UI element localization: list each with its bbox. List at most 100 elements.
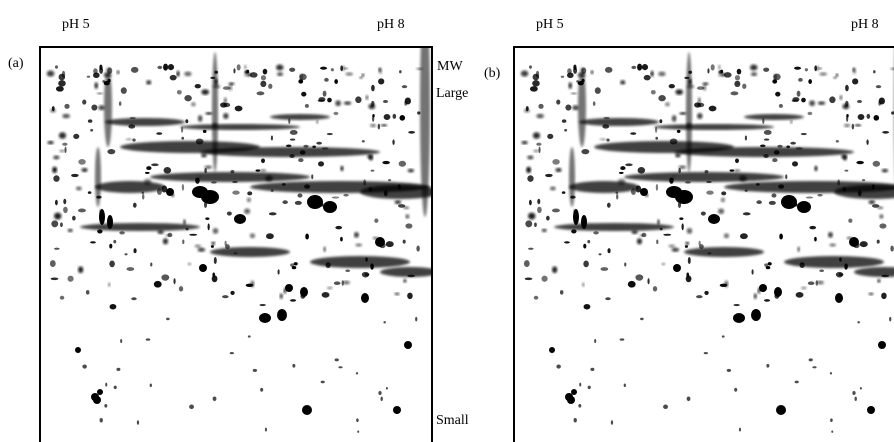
protein-spot: [370, 169, 375, 172]
protein-spot: [687, 257, 691, 265]
protein-spot: [607, 248, 611, 254]
protein-spot: [166, 317, 170, 321]
protein-spot: [361, 293, 369, 303]
protein-spot: [778, 184, 785, 189]
protein-spot: [165, 234, 172, 237]
protein-spot: [846, 114, 849, 118]
protein-spot: [343, 193, 349, 197]
protein-spot: [244, 65, 247, 69]
protein-spot: [677, 201, 682, 208]
protein-spot: [812, 366, 817, 369]
protein-spot: [704, 169, 709, 174]
protein-spot: [307, 195, 323, 209]
protein-spot: [109, 303, 117, 310]
protein-spot: [312, 145, 316, 149]
protein-spot: [405, 223, 413, 229]
protein-spot: [739, 233, 748, 240]
protein-spot: [842, 187, 847, 192]
protein-spot: [304, 184, 311, 189]
protein-spot: [397, 204, 406, 208]
protein-spot: [59, 295, 65, 300]
protein-spot: [403, 279, 407, 283]
protein-spot: [161, 185, 168, 193]
protein-spot: [90, 128, 94, 132]
protein-spot: [62, 142, 68, 146]
protein-spot: [573, 66, 578, 74]
protein-spot: [538, 146, 541, 154]
protein-spot: [189, 404, 195, 410]
protein-spot: [214, 78, 218, 85]
protein-spot: [356, 418, 359, 423]
protein-spot: [718, 208, 725, 214]
protein-spot: [128, 124, 136, 129]
protein-spot: [676, 129, 681, 134]
protein-spot: [82, 99, 87, 105]
protein-spot: [53, 155, 60, 160]
protein-spot: [729, 169, 735, 172]
protein-spot: [185, 119, 189, 124]
protein-spot: [141, 191, 145, 194]
protein-spot: [882, 131, 890, 134]
protein-spot: [125, 138, 133, 141]
protein-spot: [592, 101, 596, 106]
protein-spot: [183, 219, 186, 225]
protein-spot: [697, 97, 701, 104]
protein-spot: [699, 244, 704, 250]
protein-spot: [203, 201, 208, 208]
protein-spot: [875, 85, 882, 89]
protein-spot: [171, 193, 175, 197]
protein-spot: [46, 70, 55, 77]
protein-spot: [81, 167, 88, 172]
protein-spot: [571, 389, 577, 395]
protein-spot: [686, 227, 693, 234]
protein-spot: [593, 231, 599, 235]
protein-spot: [645, 193, 649, 197]
protein-spot: [583, 260, 589, 268]
protein-spot: [90, 241, 96, 244]
protein-spot: [801, 97, 806, 103]
protein-spot: [759, 284, 767, 292]
protein-spot: [191, 102, 196, 107]
protein-spot: [600, 267, 609, 271]
protein-spot: [572, 105, 579, 111]
protein-spot: [696, 86, 705, 90]
protein-spot: [91, 393, 99, 401]
protein-spot: [354, 231, 359, 238]
protein-spot: [233, 252, 238, 255]
protein-spot: [236, 64, 241, 71]
protein-spot: [532, 73, 540, 81]
protein-spot: [262, 68, 268, 75]
protein-spot: [799, 262, 805, 268]
protein-spot: [742, 83, 747, 89]
protein-spot: [247, 191, 253, 196]
protein-spot: [794, 66, 802, 70]
protein-spot: [178, 286, 184, 292]
protein-spot: [528, 65, 533, 69]
protein-spot: [270, 189, 274, 192]
protein-spot: [792, 161, 799, 167]
protein-spot: [561, 191, 566, 194]
protein-spot: [533, 295, 539, 300]
protein-spot: [97, 229, 103, 234]
protein-spot: [63, 198, 67, 205]
protein-spot: [394, 200, 402, 204]
protein-spot: [297, 193, 303, 198]
protein-spot: [734, 80, 741, 88]
protein-spot: [252, 368, 258, 372]
protein-spot: [536, 142, 542, 146]
protein-spot: [379, 242, 386, 249]
protein-spot: [282, 200, 288, 205]
protein-spot: [78, 266, 84, 274]
protein-spot: [762, 118, 765, 124]
protein-spot: [202, 129, 207, 134]
ph-right-label: pH 8: [851, 17, 879, 32]
protein-spot: [200, 147, 380, 157]
protein-spot: [259, 313, 271, 323]
protein-spot: [99, 417, 103, 423]
protein-spot: [570, 92, 577, 95]
protein-spot: [289, 67, 296, 72]
protein-spot: [210, 76, 216, 80]
protein-spot: [244, 208, 251, 214]
protein-spot: [796, 90, 801, 97]
protein-spot: [321, 291, 330, 298]
